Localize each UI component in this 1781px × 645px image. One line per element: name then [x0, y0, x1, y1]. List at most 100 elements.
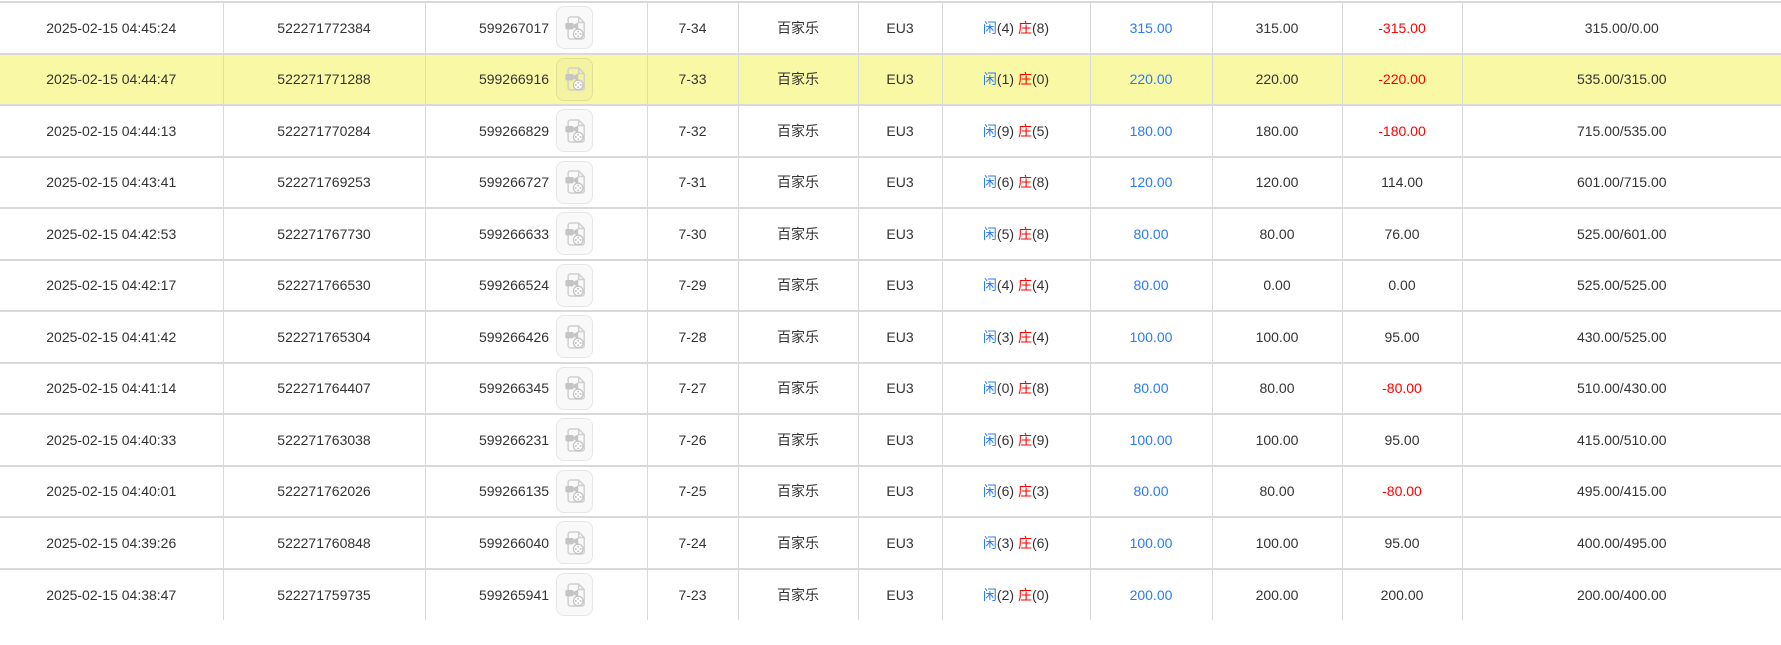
game-type-cell: 百家乐	[737, 259, 858, 311]
table-name-cell: EU3	[857, 517, 942, 569]
table-row[interactable]: 2025-02-15 04:43:41 522271769253 5992667…	[0, 156, 1781, 208]
video-replay-button[interactable]	[556, 109, 594, 153]
bet-amount-cell: 220.00	[1089, 53, 1212, 105]
win-loss-cell: -315.00	[1341, 2, 1462, 54]
player-points: (3)	[996, 328, 1015, 345]
bet-amount-link[interactable]: 220.00	[1129, 71, 1173, 88]
video-replay-icon	[564, 273, 585, 297]
player-label: 闲	[982, 431, 997, 448]
game-number-cell: 599266524	[424, 259, 647, 311]
banker-points: (9)	[1031, 431, 1050, 448]
bet-amount-link[interactable]: 80.00	[1133, 225, 1169, 242]
bet-time-cell: 2025-02-15 04:40:33	[46, 431, 177, 448]
bet-amount-link[interactable]: 100.00	[1129, 534, 1173, 551]
video-replay-icon	[564, 119, 585, 143]
table-name-cell: EU3	[857, 53, 942, 105]
bet-amount-cell: 200.00	[1089, 568, 1212, 620]
banker-label: 庄	[1017, 328, 1032, 345]
result-cell: 闲(6) 庄(9)	[941, 414, 1090, 466]
table-row[interactable]: 2025-02-15 04:39:26 522271760848 5992660…	[0, 517, 1781, 569]
player-points: (9)	[996, 122, 1015, 139]
video-replay-button[interactable]	[556, 573, 594, 617]
video-replay-button[interactable]	[556, 6, 594, 50]
game-number-cell: 599266727	[424, 156, 647, 208]
table-name-cell: EU3	[857, 259, 942, 311]
game-type-cell: 百家乐	[737, 362, 858, 414]
player-label: 闲	[982, 71, 997, 88]
player-label: 闲	[982, 328, 997, 345]
round-cell: 7-34	[646, 2, 738, 54]
valid-bet-cell: 80.00	[1211, 465, 1342, 517]
bet-amount-link[interactable]: 200.00	[1129, 586, 1173, 603]
bet-time-cell: 2025-02-15 04:42:53	[46, 225, 177, 242]
order-number-cell: 522271759735	[222, 568, 425, 620]
valid-bet-cell: 315.00	[1211, 2, 1342, 54]
bet-amount-link[interactable]: 100.00	[1129, 431, 1173, 448]
table-row[interactable]: 2025-02-15 04:45:24 522271772384 5992670…	[0, 2, 1781, 54]
table-row[interactable]: 2025-02-15 04:44:47 522271771288 5992669…	[0, 53, 1781, 105]
table-row[interactable]: 2025-02-15 04:42:17 522271766530 5992665…	[0, 259, 1781, 311]
result-cell: 闲(6) 庄(3)	[941, 465, 1090, 517]
result-cell: 闲(3) 庄(4)	[941, 311, 1090, 363]
banker-points: (8)	[1031, 174, 1050, 191]
video-replay-button[interactable]	[556, 418, 594, 462]
player-points: (0)	[996, 380, 1015, 397]
win-loss-cell: -80.00	[1341, 362, 1462, 414]
banker-label: 庄	[1017, 122, 1032, 139]
banker-points: (0)	[1031, 71, 1050, 88]
video-replay-button[interactable]	[556, 212, 594, 256]
bet-time-cell: 2025-02-15 04:43:41	[46, 174, 177, 191]
win-loss-cell: 114.00	[1341, 156, 1462, 208]
bet-time-cell: 2025-02-15 04:42:17	[46, 277, 177, 294]
game-type-cell: 百家乐	[737, 465, 858, 517]
video-replay-button[interactable]	[556, 160, 594, 204]
table-row[interactable]: 2025-02-15 04:40:33 522271763038 5992662…	[0, 414, 1781, 466]
table-row[interactable]: 2025-02-15 04:41:42 522271765304 5992664…	[0, 311, 1781, 363]
valid-bet-cell: 100.00	[1211, 311, 1342, 363]
table-row[interactable]: 2025-02-15 04:41:14 522271764407 5992663…	[0, 362, 1781, 414]
game-type-cell: 百家乐	[737, 2, 858, 54]
table-row[interactable]: 2025-02-15 04:40:01 522271762026 5992661…	[0, 465, 1781, 517]
game-number-text: 599267017	[478, 19, 550, 36]
video-replay-button[interactable]	[556, 263, 594, 307]
video-replay-button[interactable]	[556, 57, 594, 101]
game-type-cell: 百家乐	[737, 208, 858, 260]
bet-time-cell: 2025-02-15 04:45:24	[46, 19, 177, 36]
video-replay-icon	[564, 531, 585, 555]
result-cell: 闲(4) 庄(4)	[941, 259, 1090, 311]
order-number-cell: 522271765304	[222, 311, 425, 363]
banker-points: (5)	[1031, 122, 1050, 139]
round-cell: 7-32	[646, 105, 738, 157]
banker-label: 庄	[1017, 174, 1032, 191]
bet-amount-cell: 120.00	[1089, 156, 1212, 208]
video-replay-button[interactable]	[556, 469, 594, 513]
video-replay-button[interactable]	[556, 315, 594, 359]
banker-points: (4)	[1031, 277, 1050, 294]
banker-points: (8)	[1031, 19, 1050, 36]
balance-cell: 415.00/510.00	[1461, 414, 1781, 466]
bet-amount-link[interactable]: 120.00	[1129, 174, 1173, 191]
video-replay-button[interactable]	[556, 366, 594, 410]
game-number-text: 599266633	[478, 225, 550, 242]
valid-bet-cell: 180.00	[1211, 105, 1342, 157]
table-row[interactable]: 2025-02-15 04:38:47 522271759735 5992659…	[0, 568, 1781, 620]
bet-amount-link[interactable]: 180.00	[1129, 122, 1173, 139]
order-number-cell: 522271762026	[222, 465, 425, 517]
order-number-cell: 522271767730	[222, 208, 425, 260]
valid-bet-cell: 80.00	[1211, 208, 1342, 260]
bet-amount-cell: 80.00	[1089, 208, 1212, 260]
bet-amount-link[interactable]: 315.00	[1129, 19, 1173, 36]
table-row[interactable]: 2025-02-15 04:42:53 522271767730 5992666…	[0, 208, 1781, 260]
bet-amount-link[interactable]: 80.00	[1133, 277, 1169, 294]
banker-label: 庄	[1017, 225, 1032, 242]
bet-amount-link[interactable]: 80.00	[1133, 380, 1169, 397]
bet-amount-link[interactable]: 80.00	[1133, 483, 1169, 500]
game-number-text: 599266829	[478, 122, 550, 139]
video-replay-button[interactable]	[556, 521, 594, 565]
bet-amount-link[interactable]: 100.00	[1129, 328, 1173, 345]
table-row[interactable]: 2025-02-15 04:44:13 522271770284 5992668…	[0, 105, 1781, 157]
player-label: 闲	[982, 174, 997, 191]
valid-bet-cell: 200.00	[1211, 568, 1342, 620]
balance-cell: 400.00/495.00	[1461, 517, 1781, 569]
banker-points: (8)	[1031, 225, 1050, 242]
